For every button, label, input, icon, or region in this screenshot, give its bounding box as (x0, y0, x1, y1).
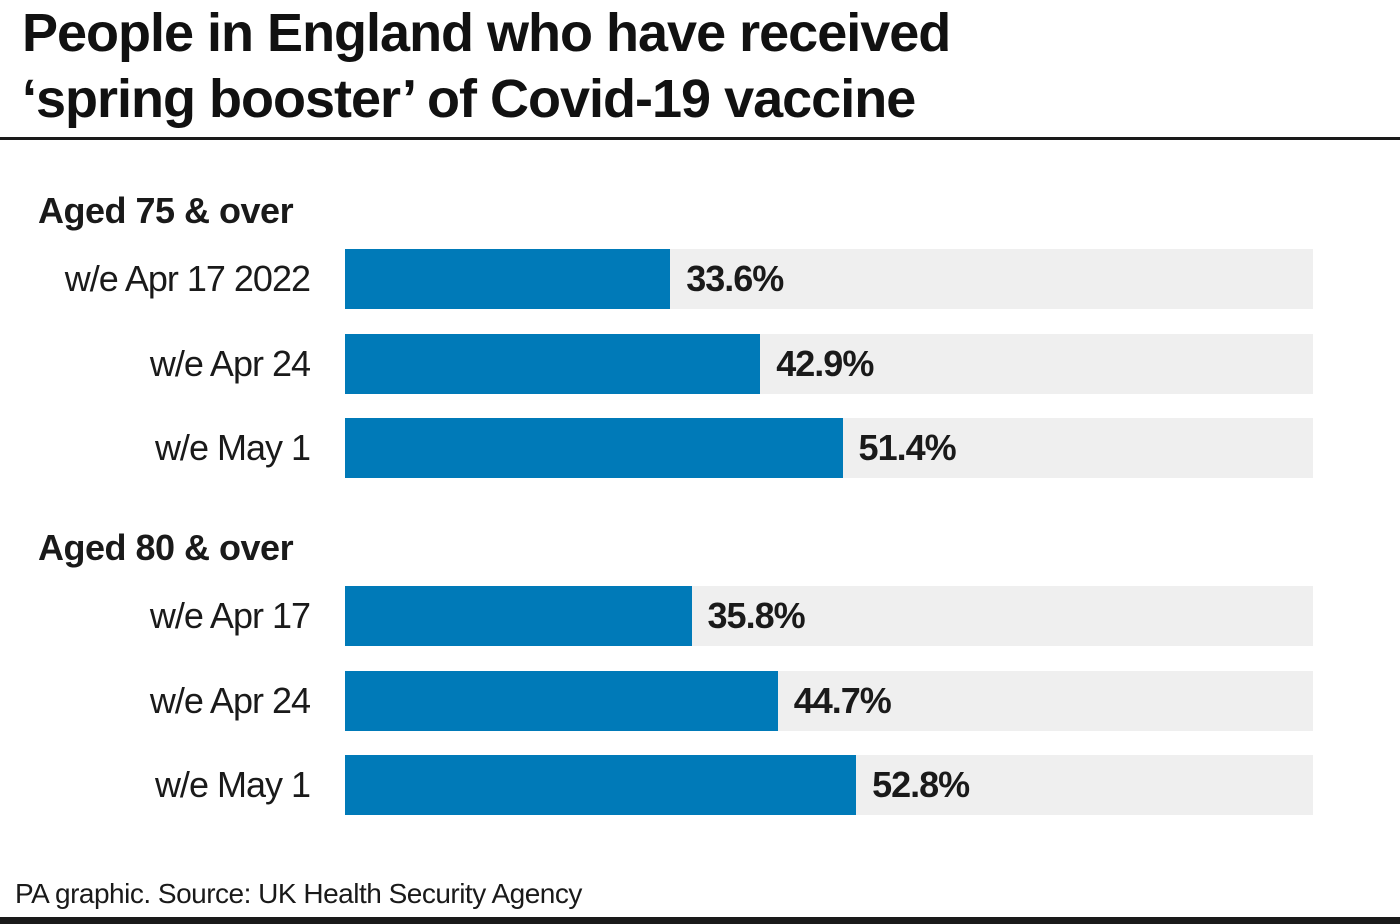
bar (345, 586, 692, 646)
chart-title-line-2: ‘spring booster’ of Covid-19 vaccine (22, 69, 916, 129)
bar-value-label: 52.8% (872, 764, 970, 805)
category-label: w/e Apr 24 (149, 343, 311, 384)
bar-value-label: 44.7% (793, 680, 892, 721)
title-divider (0, 137, 1400, 140)
group-heading: Aged 80 & over (38, 527, 294, 568)
chart-title: People in England who have received ‘spr… (22, 0, 1382, 132)
bar-value-label: 42.9% (776, 343, 874, 384)
chart-title-line-1: People in England who have received (22, 3, 951, 63)
bar-track: 33.6% (345, 249, 1313, 309)
bar-value-label: 33.6% (686, 258, 784, 299)
bar (345, 755, 857, 815)
bar (345, 249, 671, 309)
category-label: w/e May 1 (154, 427, 311, 468)
category-label: w/e Apr 24 (149, 680, 311, 721)
bar-track: 35.8% (345, 586, 1313, 646)
bar-value-label: 35.8% (707, 595, 806, 636)
bar-track: 42.9% (345, 334, 1313, 394)
category-label: w/e Apr 17 (149, 595, 311, 636)
bottom-divider (0, 917, 1400, 924)
source-credit: PA graphic. Source: UK Health Security A… (15, 878, 582, 909)
bar (345, 334, 761, 394)
bar-value-label: 51.4% (858, 427, 957, 468)
category-label: w/e May 1 (154, 764, 311, 805)
bar (345, 671, 778, 731)
bar-track: 51.4% (345, 418, 1313, 478)
bar (345, 418, 843, 478)
bar-track: 52.8% (345, 755, 1313, 815)
category-label: w/e Apr 17 2022 (64, 258, 311, 299)
bar-track: 44.7% (345, 671, 1313, 731)
group-heading: Aged 75 & over (38, 190, 294, 231)
